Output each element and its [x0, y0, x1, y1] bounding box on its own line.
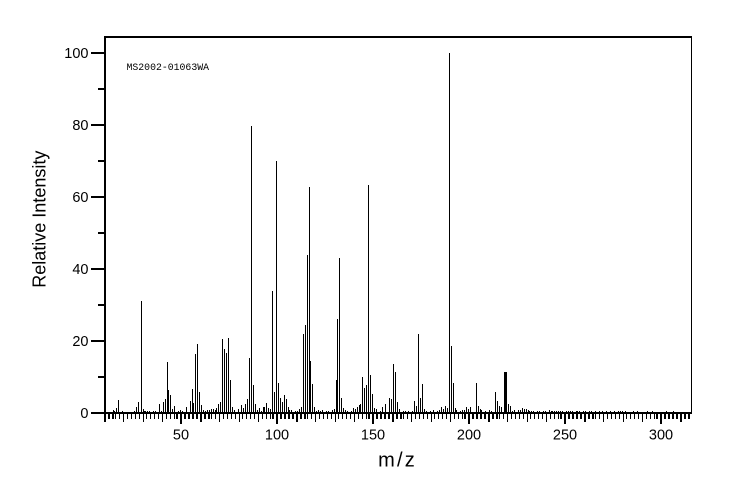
svg-text:150: 150 — [361, 427, 385, 443]
svg-text:250: 250 — [553, 427, 577, 443]
svg-text:100: 100 — [265, 427, 289, 443]
svg-text:0: 0 — [80, 406, 88, 422]
svg-text:MS2002-01063WA: MS2002-01063WA — [127, 62, 210, 74]
svg-text:100: 100 — [64, 46, 88, 62]
svg-text:200: 200 — [457, 427, 481, 443]
svg-text:m/z: m/z — [378, 449, 417, 471]
svg-text:60: 60 — [72, 190, 88, 206]
svg-text:20: 20 — [72, 334, 88, 350]
svg-text:40: 40 — [72, 262, 88, 278]
svg-text:Relative Intensity: Relative Intensity — [30, 151, 50, 288]
svg-text:50: 50 — [173, 427, 189, 443]
svg-text:300: 300 — [649, 427, 673, 443]
svg-text:80: 80 — [72, 118, 88, 134]
